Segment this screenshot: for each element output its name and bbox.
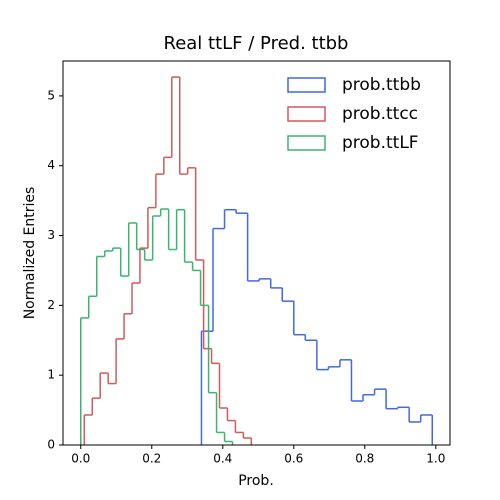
y-tick-label: 2	[47, 298, 55, 312]
x-tick-label: 0.8	[355, 452, 374, 466]
chart-title: Real ttLF / Pred. ttbb	[164, 33, 349, 54]
legend-swatch	[287, 135, 326, 151]
x-tick-label: 0.2	[142, 452, 161, 466]
x-tick-label: 0.6	[284, 452, 303, 466]
legend-swatch	[287, 106, 326, 122]
legend-label: prob.ttcc	[342, 104, 418, 124]
y-axis-label: Normalized Entries	[22, 187, 38, 320]
plot-frame	[62, 60, 451, 446]
y-tick-label: 0	[47, 438, 55, 452]
x-tick-label: 0.4	[213, 452, 232, 466]
y-tick-label: 4	[47, 158, 55, 172]
y-tick-label: 1	[47, 368, 55, 382]
legend-label: prob.ttbb	[342, 75, 421, 95]
x-tick-label: 0.0	[71, 452, 90, 466]
x-tick-label: 1.0	[426, 452, 445, 466]
x-axis-label: Prob.	[238, 473, 274, 489]
y-tick-label: 5	[47, 88, 55, 102]
legend-label: prob.ttLF	[342, 133, 419, 153]
y-tick-label: 3	[47, 228, 55, 242]
legend-swatch	[287, 77, 326, 93]
